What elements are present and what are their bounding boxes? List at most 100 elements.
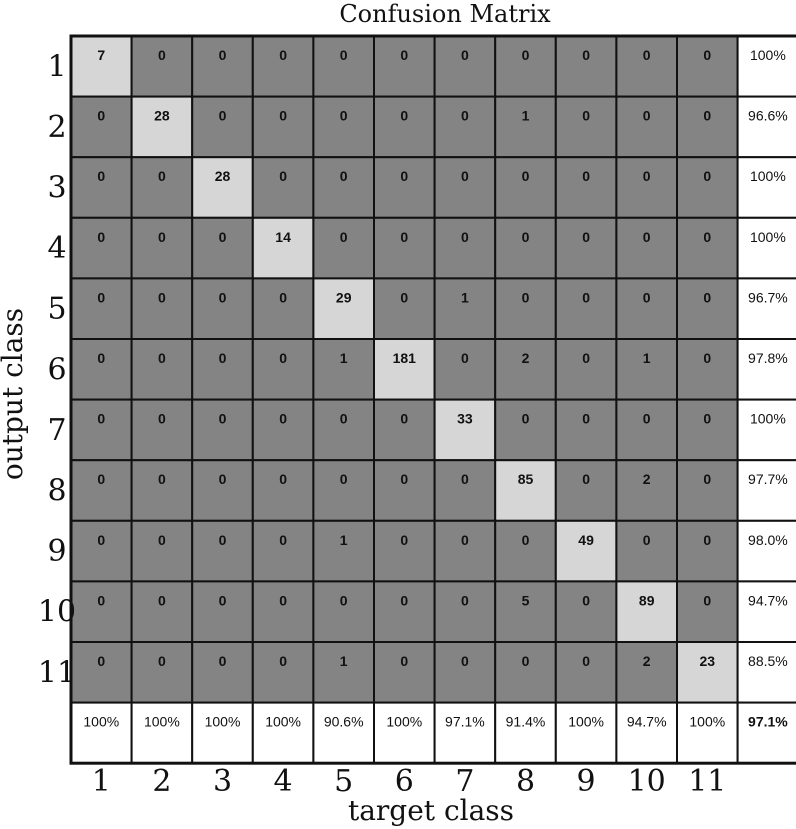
off-diagonal-cell	[554, 216, 618, 280]
cell-count: 0	[461, 653, 469, 669]
off-diagonal-cell	[433, 35, 497, 98]
off-diagonal-cell	[676, 459, 739, 522]
cell-count: 0	[582, 471, 590, 487]
off-diagonal-cell	[494, 95, 557, 159]
diagonal-cell	[433, 398, 497, 462]
cell-count: 0	[582, 411, 590, 427]
cell-count: 0	[643, 289, 651, 305]
cell-count: 0	[279, 350, 287, 366]
column-summary-value: 90.6%	[324, 714, 364, 730]
off-diagonal-cell	[251, 156, 315, 219]
cell-count: 0	[340, 471, 348, 487]
cell-count: 0	[400, 653, 408, 669]
row-summary-cell	[736, 95, 796, 159]
cell-count: 0	[97, 229, 105, 245]
off-diagonal-cell	[494, 156, 557, 219]
cell-count: 0	[582, 229, 590, 245]
off-diagonal-cell	[373, 398, 436, 462]
cell-count: 2	[643, 653, 651, 669]
off-diagonal-cell	[191, 519, 254, 583]
cell-count: 0	[340, 47, 348, 63]
cell-count: 0	[703, 411, 711, 427]
off-diagonal-cell	[615, 156, 679, 219]
column-summary-cell	[494, 701, 557, 765]
cell-count: 0	[279, 289, 287, 305]
off-diagonal-cell	[615, 519, 679, 583]
off-diagonal-cell	[251, 398, 315, 462]
column-summary-cell	[130, 701, 194, 765]
cell-count: 1	[340, 653, 348, 669]
off-diagonal-cell	[251, 277, 315, 340]
diagonal-cell	[676, 641, 739, 704]
column-summary-cell	[676, 701, 739, 765]
cell-count: 1	[461, 289, 469, 305]
y-tick-label: 3	[47, 171, 66, 206]
cell-count: 0	[582, 592, 590, 608]
y-tick-label: 9	[47, 534, 66, 569]
cell-count: 0	[400, 108, 408, 124]
y-axis-label: output class	[0, 308, 29, 480]
off-diagonal-cell	[373, 641, 436, 704]
off-diagonal-cell	[433, 459, 497, 522]
off-diagonal-cell	[433, 156, 497, 219]
cells-layer	[69, 34, 796, 765]
cell-count: 1	[340, 532, 348, 548]
diagonal-cell	[312, 277, 375, 340]
row-summary-value: 100%	[750, 168, 786, 184]
cell-count: 0	[582, 653, 590, 669]
cell-count: 0	[643, 47, 651, 63]
cell-count: 0	[340, 168, 348, 184]
off-diagonal-cell	[312, 398, 375, 462]
cell-count: 0	[643, 108, 651, 124]
off-diagonal-cell	[130, 277, 194, 340]
cell-count: 0	[643, 229, 651, 245]
y-tick-label: 11	[38, 655, 76, 690]
row-summary-value: 100%	[750, 47, 786, 63]
cell-count: 0	[158, 350, 166, 366]
off-diagonal-cell	[554, 580, 618, 644]
off-diagonal-cell	[312, 95, 375, 159]
off-diagonal-cell	[70, 459, 133, 522]
cell-count: 0	[340, 592, 348, 608]
cell-count: 0	[461, 47, 469, 63]
off-diagonal-cell	[554, 641, 618, 704]
row-summary-cell	[736, 580, 796, 644]
column-summary-value: 91.4%	[506, 714, 546, 730]
cell-count: 0	[158, 168, 166, 184]
off-diagonal-cell	[554, 95, 618, 159]
cell-count: 0	[400, 592, 408, 608]
off-diagonal-cell	[312, 641, 375, 704]
column-summary-cell	[251, 701, 315, 765]
cell-count: 0	[279, 471, 287, 487]
cell-count: 1	[643, 350, 651, 366]
off-diagonal-cell	[433, 216, 497, 280]
diagonal-cell	[70, 35, 133, 98]
off-diagonal-cell	[312, 216, 375, 280]
cell-count: 0	[582, 168, 590, 184]
cell-count: 0	[279, 47, 287, 63]
row-summary-cell	[736, 459, 796, 522]
column-summary-value: 97.1%	[445, 714, 485, 730]
off-diagonal-cell	[130, 398, 194, 462]
off-diagonal-cell	[70, 398, 133, 462]
off-diagonal-cell	[130, 35, 194, 98]
off-diagonal-cell	[70, 216, 133, 280]
off-diagonal-cell	[615, 277, 679, 340]
off-diagonal-cell	[554, 277, 618, 340]
row-summary-cell	[736, 398, 796, 462]
x-tick-label: 6	[395, 764, 414, 799]
cell-count: 0	[703, 592, 711, 608]
matrix-frame	[69, 34, 796, 765]
off-diagonal-cell	[70, 519, 133, 583]
x-tick-label: 7	[455, 764, 474, 799]
y-tick-label: 1	[47, 49, 66, 84]
cell-count: 5	[522, 592, 530, 608]
off-diagonal-cell	[615, 35, 679, 98]
cell-count: 0	[97, 592, 105, 608]
off-diagonal-cell	[191, 398, 254, 462]
column-summary-cell	[373, 701, 436, 765]
cell-count: 0	[219, 350, 227, 366]
column-summary-value: 94.7%	[627, 714, 667, 730]
off-diagonal-cell	[191, 338, 254, 401]
cell-count: 0	[522, 532, 530, 548]
